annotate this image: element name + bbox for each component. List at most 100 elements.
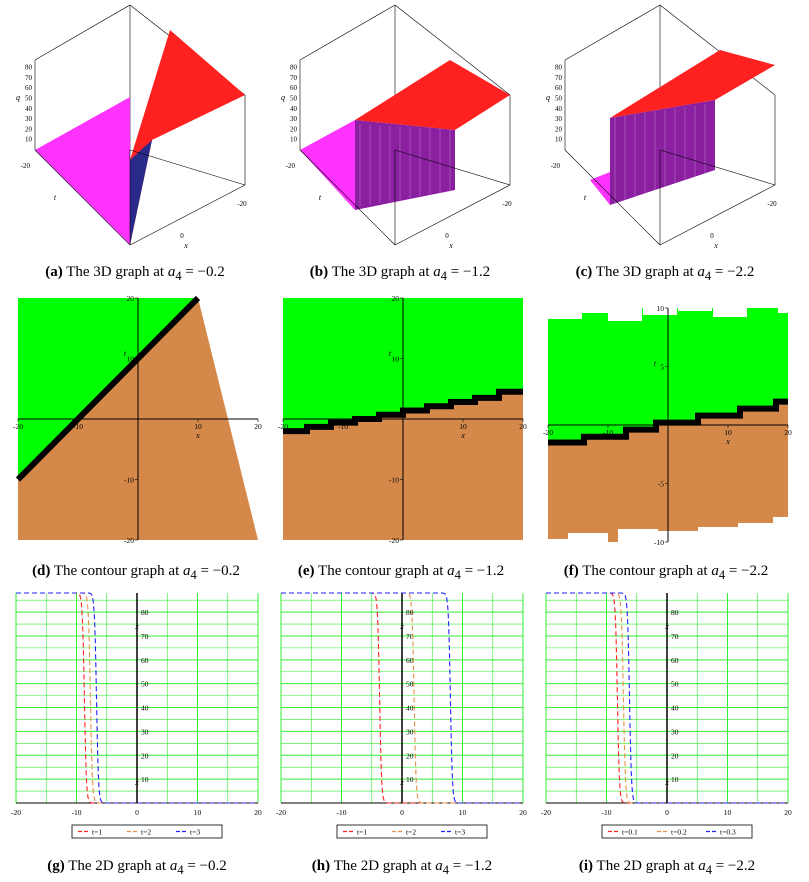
x-axis-label: x [399, 778, 404, 787]
caption-c: (c) The 3D graph at a4 = −2.2 [575, 264, 755, 283]
box-edge [659, 184, 776, 246]
x-tick-label: 0 [665, 808, 669, 817]
x-axis-label: x [399, 622, 404, 631]
z-tick-label: 30 [555, 115, 563, 123]
legend-box [601, 824, 753, 839]
legend-label: t=1 [357, 828, 367, 837]
box-edge [659, 4, 776, 96]
x-tick-label: 0 [710, 232, 714, 240]
surface-high [130, 30, 245, 245]
y-tick-label: 10 [657, 304, 665, 313]
y-axis-label: t [389, 349, 392, 358]
x-tick-label: -10 [337, 808, 347, 817]
y-tick-label: 60 [671, 656, 679, 665]
y-tick-label: 80 [671, 608, 679, 617]
z-tick-label: 10 [290, 136, 298, 144]
ragged-edge [713, 307, 747, 317]
ragged-edge [773, 517, 794, 543]
z-axis-label: q [546, 93, 550, 102]
y-tick-label: 20 [127, 294, 135, 303]
x-tick-label: 20 [519, 422, 527, 431]
x-tick-label: 0 [400, 808, 404, 817]
x-tick-label: -10 [338, 422, 348, 431]
box-edge [394, 184, 511, 246]
ragged-edge [678, 307, 712, 311]
surface3d-c: 10 20 30 40 50 60 70 80 q -20 t 0 -20 x [546, 4, 777, 250]
box-edge [129, 149, 246, 186]
x-tick-label: -20 [541, 808, 551, 817]
z-tick-label: 70 [290, 74, 298, 82]
y-tick-label: 20 [406, 751, 414, 760]
y-tick-label: -10 [389, 476, 399, 485]
x-axis-label: x [195, 431, 200, 440]
y-tick-label: 30 [671, 727, 679, 736]
box-edge [34, 149, 131, 246]
x-tick-label: -20 [278, 422, 288, 431]
region-high [18, 298, 258, 480]
y-tick-label: 5 [660, 363, 664, 372]
x-tick-label: 20 [254, 422, 262, 431]
box-edge [299, 4, 396, 61]
y-tick-label: -5 [658, 480, 664, 489]
x-tick-label: -20 [276, 808, 286, 817]
ragged-edge [658, 531, 698, 543]
x-tick-label: -20 [767, 200, 777, 208]
y-tick-label: 80 [406, 608, 414, 617]
legend-box [336, 824, 488, 839]
x-axis-label: x [460, 431, 465, 440]
x-tick-label: -10 [73, 422, 83, 431]
x-tick-label: 10 [724, 808, 732, 817]
surface-high [610, 50, 775, 118]
x-tick-label: -20 [11, 808, 21, 817]
ragged-edge [643, 307, 677, 315]
x-tick-label: -20 [543, 428, 553, 437]
x-tick-label: 10 [194, 422, 202, 431]
ragged-edge [738, 523, 778, 543]
t-axis-label: t [319, 193, 322, 202]
x-tick-label: 10 [459, 808, 467, 817]
box-edge [394, 4, 511, 96]
contour-boundary [15, 295, 201, 482]
x-tick-label: -10 [602, 808, 612, 817]
surface-low [300, 120, 355, 210]
legend-label: t=3 [455, 828, 465, 837]
z-tick-label: 40 [290, 105, 298, 113]
z-tick-label: 10 [555, 136, 563, 144]
t-tick-label: -20 [286, 162, 296, 170]
y-tick-label: 50 [141, 680, 149, 689]
t-tick-label: -20 [551, 162, 561, 170]
y-tick-label: 60 [406, 656, 414, 665]
box-edge [299, 149, 396, 246]
z-tick-label: 40 [555, 105, 563, 113]
caption-a: (a) The 3D graph at a4 = −0.2 [45, 264, 225, 283]
x-tick-label: -20 [237, 200, 247, 208]
legend-label: t=1 [92, 828, 102, 837]
x-axis-label: x [664, 778, 669, 787]
ragged-edge [568, 533, 608, 543]
legend-label: t=0.3 [720, 828, 736, 837]
z-tick-label: 80 [25, 64, 33, 72]
y-tick-label: 50 [671, 680, 679, 689]
z-axis-label: q [16, 93, 20, 102]
z-tick-label: 60 [25, 84, 33, 92]
x-tick-label: -20 [502, 200, 512, 208]
z-tick-label: 20 [290, 125, 298, 133]
x-axis-label: x [183, 241, 188, 250]
y-tick-label: 20 [141, 751, 149, 760]
y-tick-label: 80 [141, 608, 149, 617]
y-tick-label: 40 [141, 704, 149, 713]
x-tick-label: 20 [519, 808, 527, 817]
caption-h: (h) The 2D graph at a4 = −1.2 [311, 858, 493, 877]
t-axis-label: t [54, 193, 57, 202]
box-edge [394, 149, 511, 186]
y-tick-label: 10 [671, 775, 679, 784]
z-tick-label: 70 [25, 74, 33, 82]
x-axis-label: x [134, 778, 139, 787]
y-tick-label: 20 [671, 751, 679, 760]
z-tick-label: 20 [555, 125, 563, 133]
ragged-edge [778, 307, 794, 313]
surface-front [130, 140, 152, 245]
y-tick-label: -20 [389, 536, 399, 545]
x-tick-label: -20 [13, 422, 23, 431]
